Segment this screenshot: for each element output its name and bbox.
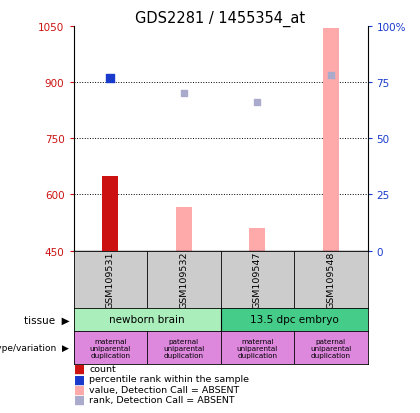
Text: ■: ■ [74, 393, 84, 406]
Text: newborn brain: newborn brain [109, 315, 185, 325]
Text: ■: ■ [74, 383, 84, 396]
Point [181, 90, 187, 97]
Bar [102, 176, 118, 251]
Bar [176, 208, 192, 251]
Text: tissue  ▶: tissue ▶ [24, 315, 69, 325]
Text: percentile rank within the sample: percentile rank within the sample [89, 375, 249, 383]
Bar [147, 331, 220, 365]
Title: GDS2281 / 1455354_at: GDS2281 / 1455354_at [135, 11, 306, 27]
Bar [74, 309, 220, 331]
Text: ■: ■ [74, 373, 84, 385]
Text: maternal
uniparental
duplication: maternal uniparental duplication [89, 338, 131, 358]
Text: paternal
uniparental
duplication: paternal uniparental duplication [163, 338, 205, 358]
Bar [220, 309, 368, 331]
Text: maternal
uniparental
duplication: maternal uniparental duplication [236, 338, 278, 358]
Text: paternal
uniparental
duplication: paternal uniparental duplication [310, 338, 352, 358]
Text: count: count [89, 364, 116, 373]
Text: ■: ■ [74, 362, 84, 375]
Text: rank, Detection Call = ABSENT: rank, Detection Call = ABSENT [89, 395, 235, 404]
Bar [220, 331, 294, 365]
Bar [323, 29, 339, 251]
Point [328, 73, 334, 79]
Text: 13.5 dpc embryo: 13.5 dpc embryo [249, 315, 339, 325]
Text: GSM109547: GSM109547 [253, 251, 262, 309]
Text: genotype/variation  ▶: genotype/variation ▶ [0, 343, 69, 352]
Text: GSM109532: GSM109532 [179, 251, 188, 309]
Text: GSM109531: GSM109531 [106, 251, 115, 309]
Bar [74, 331, 147, 365]
Point [254, 99, 260, 106]
Point [107, 75, 113, 82]
Bar [294, 331, 368, 365]
Bar [249, 228, 265, 251]
Text: GSM109548: GSM109548 [326, 251, 335, 309]
Text: value, Detection Call = ABSENT: value, Detection Call = ABSENT [89, 385, 240, 394]
